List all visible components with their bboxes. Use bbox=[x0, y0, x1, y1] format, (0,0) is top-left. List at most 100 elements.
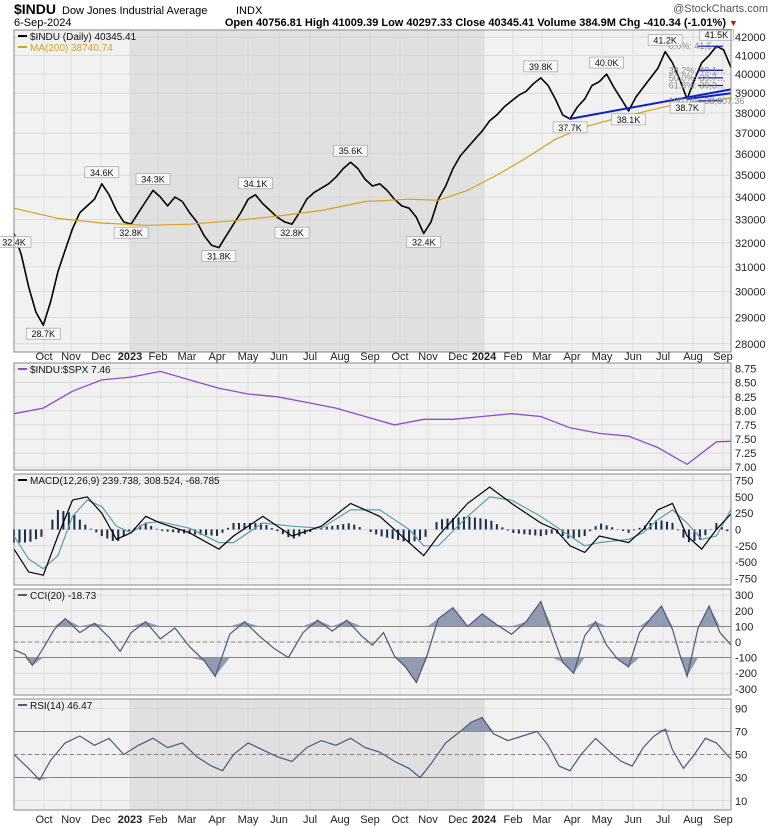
macd-histogram-bar bbox=[583, 529, 586, 537]
y-tick-label: 0 bbox=[735, 525, 741, 537]
time-axis-label: Apr bbox=[208, 351, 225, 363]
macd-histogram-bar bbox=[210, 529, 213, 536]
macd-histogram-bar bbox=[687, 529, 690, 543]
price-annotation: 34.1K bbox=[244, 179, 268, 189]
y-tick-label: 35000 bbox=[735, 170, 766, 182]
y-tick-label: 500 bbox=[735, 492, 753, 504]
macd-histogram-bar bbox=[128, 529, 131, 532]
time-axis-label: Jun bbox=[624, 351, 642, 363]
macd-histogram-bar bbox=[353, 524, 356, 530]
macd-histogram-bar bbox=[111, 529, 114, 541]
y-tick-label: 8.50 bbox=[735, 378, 756, 390]
macd-histogram-bar bbox=[671, 522, 674, 530]
time-axis-label: Dec bbox=[91, 351, 111, 363]
y-tick-label: 300 bbox=[735, 590, 753, 602]
cci-overbought-fill bbox=[14, 601, 731, 627]
quote-summary: Open 40756.81 High 41009.39 Low 40297.33… bbox=[225, 17, 727, 29]
macd-histogram-bar bbox=[199, 529, 202, 535]
y-tick-label: 200 bbox=[735, 606, 753, 618]
time-axis-label: Oct bbox=[35, 814, 52, 826]
time-axis-label: Sep bbox=[713, 351, 733, 363]
price-annotation: 40.0K bbox=[595, 58, 619, 68]
time-axis-label: Oct bbox=[391, 351, 408, 363]
y-tick-label: 41000 bbox=[735, 50, 766, 62]
time-axis-label: Apr bbox=[208, 814, 225, 826]
macd-histogram-bar bbox=[676, 529, 679, 531]
y-tick-label: 70 bbox=[735, 726, 747, 738]
macd-histogram-bar bbox=[462, 516, 465, 530]
time-axis-label: Feb bbox=[504, 351, 523, 363]
y-tick-label: -750 bbox=[735, 573, 757, 585]
price-annotation: 31.8K bbox=[207, 252, 231, 262]
price-annotation: 34.3K bbox=[141, 174, 165, 184]
time-axis-label: Apr bbox=[563, 351, 580, 363]
time-axis-label: Jul bbox=[303, 814, 317, 826]
watermark: @StockCharts.com bbox=[673, 3, 768, 15]
y-tick-label: 8.00 bbox=[735, 406, 756, 418]
legend-entry: $INDU (Daily) 40345.41 bbox=[30, 32, 137, 43]
legend-entry: RSI(14) 46.47 bbox=[30, 701, 93, 712]
y-tick-label: -100 bbox=[735, 653, 757, 665]
macd-histogram-bar bbox=[698, 529, 701, 540]
macd-histogram-bar bbox=[232, 522, 235, 530]
macd-histogram-bar bbox=[336, 524, 339, 530]
macd-histogram-bar bbox=[259, 522, 262, 530]
macd-histogram-bar bbox=[693, 529, 696, 541]
price-annotation: 35.6K bbox=[339, 146, 363, 156]
time-axis-label: Feb bbox=[149, 351, 168, 363]
y-tick-label: 33000 bbox=[735, 215, 766, 227]
macd-histogram-bar bbox=[23, 529, 26, 543]
time-axis-label: Sep bbox=[713, 814, 733, 826]
y-tick-label: 50 bbox=[735, 750, 747, 762]
legend-entry: MACD(12,26,9) 239.738, 308.524, -68.785 bbox=[30, 476, 220, 487]
cci-panel: -300 -200 -100 0 100 200 300 CCI(20) -18.73 bbox=[13, 588, 757, 696]
time-axis-label: 2024 bbox=[472, 351, 497, 363]
time-axis-label: Mar bbox=[533, 814, 552, 826]
macd-histogram-bar bbox=[248, 522, 251, 530]
macd-histogram-bar bbox=[594, 526, 597, 530]
macd-histogram-bar bbox=[122, 529, 125, 537]
time-axis-label: Mar bbox=[178, 351, 197, 363]
time-axis-label: May bbox=[238, 351, 259, 363]
macd-histogram-bar bbox=[62, 511, 65, 530]
macd-histogram-bar bbox=[309, 529, 312, 532]
macd-histogram-bar bbox=[95, 529, 98, 533]
y-tick-label: 38000 bbox=[735, 108, 766, 120]
macd-histogram-bar bbox=[490, 520, 493, 530]
macd-panel: -750 -500 -250 0 250 500 750 MACD(12,26,9) 239.… bbox=[13, 473, 757, 586]
macd-histogram-bar bbox=[254, 522, 257, 530]
price-annotation-box bbox=[135, 173, 171, 185]
y-tick-label: -200 bbox=[735, 668, 757, 680]
macd-histogram-bar bbox=[512, 529, 515, 533]
macd-histogram-bar bbox=[380, 529, 383, 537]
macd-histogram-bar bbox=[495, 524, 498, 530]
fib-level-label: 100.0%: 38,607.36 bbox=[669, 96, 745, 106]
macd-histogram-bar bbox=[550, 529, 553, 534]
macd-histogram-bar bbox=[281, 529, 284, 535]
macd-histogram-bar bbox=[479, 518, 482, 530]
time-axis-label: Nov bbox=[418, 351, 438, 363]
macd-histogram-bar bbox=[600, 523, 603, 530]
time-axis-label: Aug bbox=[683, 351, 703, 363]
cci-line bbox=[13, 600, 732, 684]
rsi-panel: 10 30 50 70 90 RSI(14) 46.47 bbox=[13, 698, 747, 811]
macd-histogram-bar bbox=[408, 529, 411, 543]
price-annotation: 41.5K bbox=[705, 30, 729, 40]
y-tick-label: 10 bbox=[735, 796, 747, 808]
y-tick-label: 37000 bbox=[735, 128, 766, 140]
panel-border bbox=[13, 473, 732, 586]
panel-border bbox=[13, 29, 732, 353]
time-axis-label: Feb bbox=[149, 814, 168, 826]
macd-histogram-bar bbox=[419, 529, 422, 541]
macd-histogram-bar bbox=[397, 529, 400, 541]
macd-histogram-bar bbox=[501, 527, 504, 530]
macd-histogram-bar bbox=[227, 527, 230, 530]
y-tick-label: 8.75 bbox=[735, 364, 756, 376]
macd-histogram-bar bbox=[534, 529, 537, 536]
down-arrow-icon: ▼ bbox=[729, 18, 738, 28]
macd-histogram-bar bbox=[484, 519, 487, 530]
macd-histogram-bar bbox=[605, 525, 608, 530]
time-axis-label: 2023 bbox=[118, 351, 142, 363]
price-annotation: 37.7K bbox=[558, 123, 582, 133]
